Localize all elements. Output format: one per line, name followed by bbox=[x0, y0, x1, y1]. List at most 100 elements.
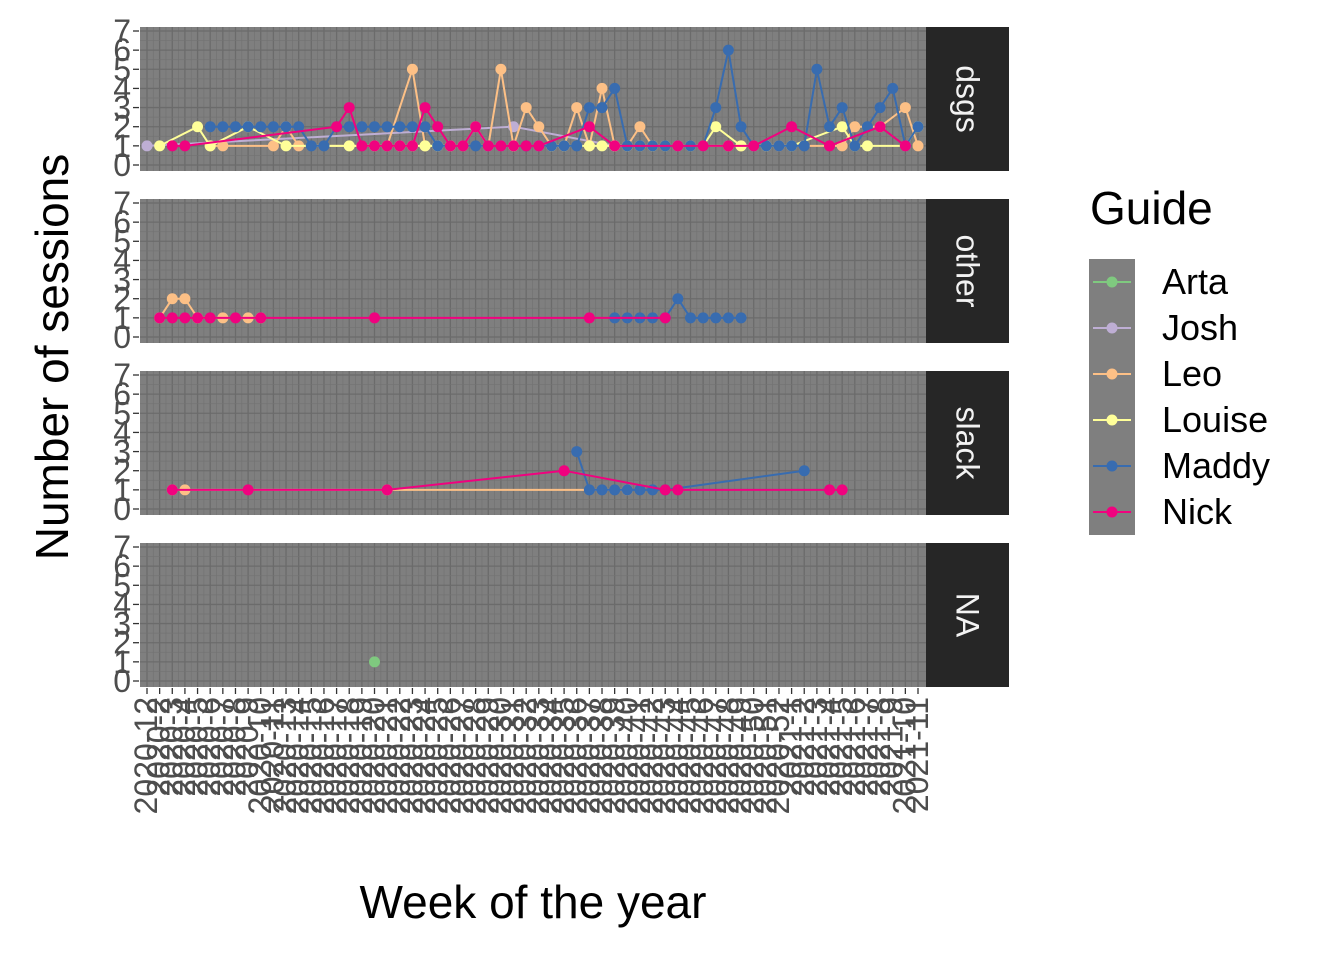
data-point-nick bbox=[722, 140, 734, 152]
y-tick-label: 1 bbox=[113, 300, 131, 336]
x-tick-label: 2020-46 bbox=[684, 697, 720, 814]
x-tick-label: 2020-29 bbox=[469, 697, 505, 814]
y-tick-label: 0 bbox=[113, 147, 131, 183]
legend-label: Arta bbox=[1162, 261, 1229, 302]
data-point-maddy bbox=[735, 312, 747, 324]
legend-key-background bbox=[1089, 259, 1135, 535]
data-point-maddy bbox=[305, 140, 317, 152]
data-point-josh bbox=[141, 140, 153, 152]
data-point-leo bbox=[217, 140, 229, 152]
data-point-nick bbox=[748, 140, 760, 152]
x-tick-label: 2020-17 bbox=[318, 697, 354, 814]
x-tick-label: 2020-4 bbox=[166, 697, 202, 797]
data-point-louise bbox=[836, 121, 848, 133]
series-line-nick bbox=[172, 469, 843, 491]
data-point-nick bbox=[470, 121, 482, 133]
data-point-nick bbox=[394, 140, 406, 152]
x-tick-label: 2020-40 bbox=[608, 697, 644, 814]
data-point-nick bbox=[192, 312, 204, 324]
legend-title: Guide bbox=[1090, 182, 1213, 234]
y-tick-label: 4 bbox=[113, 414, 131, 450]
data-point-maddy bbox=[394, 121, 406, 133]
x-tick-label: 2020-43 bbox=[646, 697, 682, 814]
data-point-nick bbox=[874, 121, 886, 133]
legend-label: Josh bbox=[1162, 307, 1238, 348]
data-point-maddy bbox=[406, 121, 418, 133]
legend-key-point bbox=[1106, 368, 1118, 380]
y-tick-label: 0 bbox=[113, 319, 131, 355]
data-point-maddy bbox=[912, 121, 924, 133]
y-tick-label: 3 bbox=[113, 606, 131, 642]
x-tick-label: 2020-31 bbox=[495, 697, 531, 814]
x-tick-label: 2020-10 bbox=[242, 697, 278, 814]
x-tick-label: 2020-14 bbox=[280, 697, 316, 814]
panel-background bbox=[140, 199, 926, 343]
data-point-maddy bbox=[583, 102, 595, 114]
facet-strip bbox=[926, 543, 1009, 687]
x-tick-label: 2020-45 bbox=[671, 697, 707, 814]
y-tick-label: 7 bbox=[113, 529, 131, 565]
x-tick-label: 2020-2 bbox=[141, 697, 177, 797]
data-point-nick bbox=[381, 484, 393, 496]
data-point-arta bbox=[369, 656, 381, 668]
data-point-maddy bbox=[217, 121, 229, 133]
data-point-nick bbox=[432, 121, 444, 133]
x-tick-label: 2020-51 bbox=[747, 697, 783, 814]
y-tick-label: 0 bbox=[113, 491, 131, 527]
x-tick-label: 2020-12 bbox=[128, 697, 164, 814]
data-point-maddy bbox=[571, 446, 583, 458]
data-point-nick bbox=[672, 140, 684, 152]
data-point-nick bbox=[419, 102, 431, 114]
x-tick-label: 2020-32 bbox=[507, 697, 543, 814]
data-point-maddy bbox=[836, 102, 848, 114]
data-point-nick bbox=[836, 484, 848, 496]
data-point-leo bbox=[899, 102, 911, 114]
x-tick-label: 2020-5 bbox=[179, 697, 215, 797]
data-point-leo bbox=[912, 140, 924, 152]
x-tick-label: 2021-9 bbox=[874, 697, 910, 797]
y-tick-label: 6 bbox=[113, 376, 131, 412]
data-point-maddy bbox=[419, 121, 431, 133]
data-point-louise bbox=[596, 140, 608, 152]
data-point-louise bbox=[861, 140, 873, 152]
legend-key-point bbox=[1106, 322, 1118, 334]
data-point-louise bbox=[154, 140, 166, 152]
x-tick-label: 2020-23 bbox=[393, 697, 429, 814]
y-tick-label: 5 bbox=[113, 395, 131, 431]
x-tick-label: 2020-25 bbox=[419, 697, 455, 814]
data-point-maddy bbox=[621, 484, 633, 496]
data-point-maddy bbox=[596, 484, 608, 496]
data-point-maddy bbox=[760, 140, 772, 152]
data-point-nick bbox=[229, 312, 241, 324]
data-point-nick bbox=[899, 140, 911, 152]
data-point-nick bbox=[204, 312, 216, 324]
data-point-maddy bbox=[735, 121, 747, 133]
y-tick-label: 7 bbox=[113, 357, 131, 393]
legend-key-point bbox=[1106, 506, 1118, 518]
data-point-louise bbox=[280, 140, 292, 152]
data-point-leo bbox=[596, 82, 608, 94]
x-tick-label: 2020-50 bbox=[735, 697, 771, 814]
data-point-nick bbox=[166, 484, 178, 496]
data-point-maddy bbox=[571, 140, 583, 152]
x-tick-label: 2021-7 bbox=[848, 697, 884, 797]
facet-strip-label: other bbox=[950, 235, 986, 308]
data-point-nick bbox=[786, 121, 798, 133]
facet-strip-label: dsgs bbox=[950, 65, 986, 133]
data-point-leo bbox=[634, 121, 646, 133]
data-point-leo bbox=[571, 102, 583, 114]
x-tick-label: 2020-21 bbox=[368, 697, 404, 814]
facet-strip-label: NA bbox=[950, 593, 986, 638]
y-tick-label: 6 bbox=[113, 548, 131, 584]
data-point-leo bbox=[179, 293, 191, 305]
x-tick-label: 2020-22 bbox=[381, 697, 417, 814]
data-point-nick bbox=[154, 312, 166, 324]
data-point-maddy bbox=[684, 312, 696, 324]
y-tick-label: 1 bbox=[113, 128, 131, 164]
data-point-maddy bbox=[798, 140, 810, 152]
panel-background bbox=[140, 543, 926, 687]
data-point-nick bbox=[609, 140, 621, 152]
x-tick-label: 2021-10 bbox=[886, 697, 922, 814]
y-tick-label: 2 bbox=[113, 453, 131, 489]
x-tick-label: 2020-8 bbox=[216, 697, 252, 797]
